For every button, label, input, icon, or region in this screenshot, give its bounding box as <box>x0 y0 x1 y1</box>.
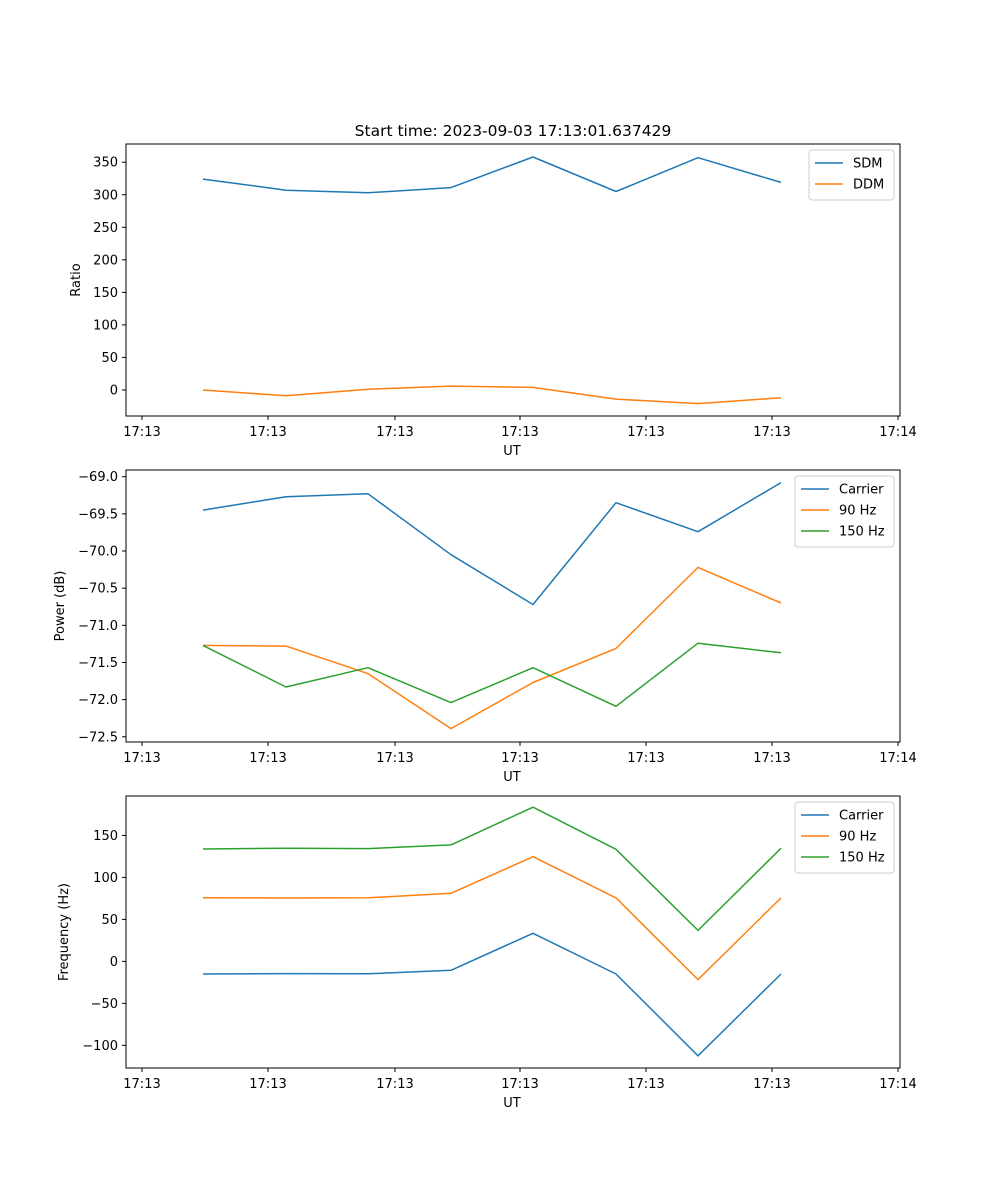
x-tick-label: 17:13 <box>249 1077 286 1092</box>
legend-entry: Carrier <box>839 809 884 824</box>
x-tick-label: 17:13 <box>376 1077 413 1092</box>
y-tick-label: −69.5 <box>78 507 118 522</box>
legend-box <box>794 801 895 874</box>
series-line-carrier <box>202 932 782 1057</box>
y-tick-label: 100 <box>93 871 118 886</box>
series-line-carrier <box>202 481 782 606</box>
series-line-150-hz <box>202 642 782 708</box>
y-tick-label: −70.0 <box>78 545 118 560</box>
x-tick-label: 17:13 <box>249 751 286 766</box>
x-tick-label: 17:13 <box>376 425 413 440</box>
figure-title: Start time: 2023-09-03 17:13:01.637429 <box>355 122 672 140</box>
y-tick-label: 200 <box>93 253 118 268</box>
x-tick-label: 17:13 <box>501 1077 538 1092</box>
x-tick-label: 17:13 <box>627 751 664 766</box>
x-tick-label: 17:13 <box>627 1077 664 1092</box>
y-tick-label: −50 <box>91 997 118 1012</box>
x-axis-label: UT <box>503 1096 521 1111</box>
x-tick-label: 17:13 <box>501 425 538 440</box>
series-line-ddm <box>202 385 782 405</box>
chart-panel-3: 17:13 17:13 17:13 17:13 17:13 17:13 17:14 −100 −… <box>57 795 917 1111</box>
x-tick-label: 17:13 <box>753 425 790 440</box>
x-tick-label: 17:13 <box>376 751 413 766</box>
y-tick-label: −69.0 <box>78 470 118 485</box>
y-tick-label: −100 <box>82 1039 118 1054</box>
y-axis-label: Power (dB) <box>53 571 68 642</box>
series-line-90-hz <box>202 855 782 981</box>
x-tick-label: 17:14 <box>879 1077 916 1092</box>
legend-entry: SDM <box>853 157 882 172</box>
y-tick-label: 50 <box>101 913 118 928</box>
y-tick-label: −70.5 <box>78 582 118 597</box>
y-axis-label: Ratio <box>69 263 84 296</box>
x-tick-label: 17:13 <box>123 751 160 766</box>
chart-panels: 17:13 17:13 17:13 17:13 17:13 17:13 17:14 0 50 10… <box>53 143 917 1111</box>
x-tick-label: 17:14 <box>879 751 916 766</box>
y-tick-label: 150 <box>93 286 118 301</box>
series-line-90-hz <box>202 566 782 730</box>
axes-frame <box>125 795 901 1069</box>
axes-frame <box>125 143 901 417</box>
x-tick-label: 17:13 <box>249 425 286 440</box>
legend-entry: 150 Hz <box>839 525 885 540</box>
y-tick-label: 100 <box>93 318 118 333</box>
x-tick-label: 17:14 <box>879 425 916 440</box>
x-axis-label: UT <box>503 444 521 459</box>
y-tick-label: −72.0 <box>78 693 118 708</box>
legend: Carrier 90 Hz 150 Hz <box>794 475 895 548</box>
axes-frame <box>125 469 901 743</box>
y-tick-label: −71.5 <box>78 656 118 671</box>
x-tick-label: 17:13 <box>123 1077 160 1092</box>
y-tick-label: 150 <box>93 829 118 844</box>
x-tick-label: 17:13 <box>501 751 538 766</box>
legend-box <box>794 475 895 548</box>
y-tick-label: 300 <box>93 188 118 203</box>
x-tick-label: 17:13 <box>753 751 790 766</box>
chart-panel-1: 17:13 17:13 17:13 17:13 17:13 17:13 17:14 0 50 10… <box>69 143 917 459</box>
y-tick-label: 350 <box>93 156 118 171</box>
x-tick-label: 17:13 <box>123 425 160 440</box>
legend-entry: 90 Hz <box>839 504 876 519</box>
legend: SDM DDM <box>808 149 895 201</box>
y-tick-label: −71.0 <box>78 619 118 634</box>
y-tick-label: 250 <box>93 221 118 236</box>
legend-entry: 150 Hz <box>839 851 885 866</box>
legend-entry: Carrier <box>839 483 884 498</box>
y-tick-label: 0 <box>110 383 118 398</box>
series-line-150-hz <box>202 806 782 932</box>
x-tick-label: 17:13 <box>753 1077 790 1092</box>
y-tick-label: −72.5 <box>78 730 118 745</box>
y-axis-label: Frequency (Hz) <box>57 883 72 981</box>
x-tick-label: 17:13 <box>627 425 664 440</box>
legend-entry: DDM <box>853 178 884 193</box>
y-tick-label: 0 <box>110 955 118 970</box>
chart-panel-2: 17:13 17:13 17:13 17:13 17:13 17:13 17:14 −72.5… <box>53 469 917 785</box>
legend-entry: 90 Hz <box>839 830 876 845</box>
legend: Carrier 90 Hz 150 Hz <box>794 801 895 874</box>
y-tick-label: 50 <box>101 351 118 366</box>
series-line-sdm <box>202 156 782 194</box>
x-axis-label: UT <box>503 770 521 785</box>
